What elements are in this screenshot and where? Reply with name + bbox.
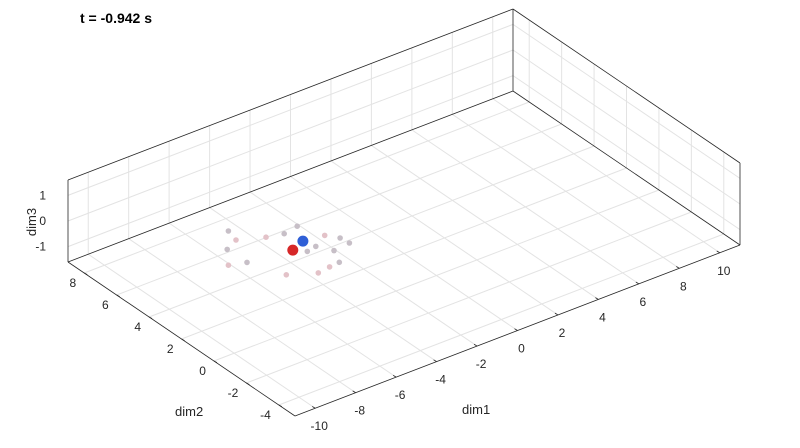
box-edge: [512, 90, 741, 246]
trail-point: [224, 246, 230, 253]
y-tick-label: -4: [260, 408, 271, 422]
chart-title: t = -0.942 s: [80, 10, 152, 26]
x-tick-label: 0: [518, 342, 525, 356]
x-tick-mark: [392, 374, 397, 378]
x-tick-mark: [514, 328, 518, 331]
x-tick-label: 4: [599, 310, 606, 324]
x-tick-mark: [312, 406, 316, 409]
x-tick-mark: [352, 390, 356, 394]
grid-line: [181, 167, 627, 340]
trail-point: [331, 247, 337, 254]
x-tick-mark: [554, 312, 559, 316]
axes-box: [67, 8, 741, 417]
x-tick-mark: [595, 297, 599, 300]
box-edge: [67, 8, 514, 181]
y-tick-mark: [213, 360, 218, 363]
y-tick-label: 0: [199, 364, 206, 378]
grid-line: [512, 23, 741, 179]
grid-line: [278, 233, 724, 406]
x-tick-mark: [433, 359, 437, 362]
y-tick-mark: [84, 272, 88, 275]
x-tick-label: 6: [640, 295, 647, 309]
grid-line: [116, 123, 562, 296]
trail-point: [337, 235, 343, 241]
trail-point: [326, 264, 333, 270]
data-points: [224, 223, 353, 278]
box-edge: [512, 8, 741, 164]
x-tick-label: 10: [717, 264, 731, 278]
x-tick-label: 2: [559, 326, 566, 340]
highlight-point: [287, 244, 299, 256]
grid-line: [67, 23, 514, 196]
trail-point: [225, 228, 232, 234]
z-tick-label: 0: [39, 214, 46, 228]
grid-line: [148, 145, 595, 318]
grid-lines: [67, 16, 741, 409]
y-tick-label: 6: [102, 298, 109, 312]
grid-line: [512, 49, 741, 205]
x-tick-mark: [716, 250, 720, 254]
grid-line: [213, 189, 660, 362]
x-tick-label: -4: [435, 373, 446, 387]
trail-point: [294, 223, 301, 229]
y-tick-mark: [181, 338, 185, 341]
x-tick-label: -6: [395, 388, 406, 402]
trail-point: [225, 262, 232, 269]
x-tick-mark: [676, 266, 680, 269]
trail-point: [315, 270, 322, 276]
y-tick-label: -2: [228, 386, 239, 400]
z-tick-label: -1: [35, 240, 46, 254]
x-tick-label: -2: [476, 357, 487, 371]
trail-point: [336, 259, 343, 266]
trail-point: [321, 232, 328, 239]
y-tick-mark: [148, 316, 153, 319]
grid-line: [246, 211, 692, 384]
z-tick-label: 1: [39, 188, 46, 202]
y-tick-mark: [278, 404, 282, 407]
trail-point: [281, 230, 288, 237]
trail-point: [263, 234, 269, 240]
grid-line: [512, 75, 741, 231]
grid-line: [84, 101, 530, 274]
z-axis-label: dim3: [24, 208, 39, 236]
x-axis-label: dim1: [462, 402, 490, 417]
trail-point: [233, 237, 239, 243]
x-tick-mark: [473, 343, 478, 347]
trail-point: [244, 259, 250, 266]
trail-point: [283, 272, 290, 278]
y-tick-label: 2: [167, 342, 174, 356]
y-tick-label: 4: [134, 320, 141, 334]
trail-point: [313, 243, 319, 250]
x-tick-label: -8: [354, 404, 365, 418]
highlight-point: [297, 235, 309, 247]
y-tick-mark: [116, 294, 120, 297]
x-tick-label: -10: [311, 419, 329, 433]
x-tick-mark: [635, 281, 640, 285]
y-tick-label: 8: [70, 276, 77, 290]
grid-line: [67, 49, 514, 222]
x-tick-label: 8: [680, 279, 687, 293]
y-tick-mark: [246, 382, 250, 385]
grid-line: [67, 75, 514, 248]
trail-point: [346, 240, 353, 246]
trail-point: [304, 248, 311, 255]
box-edge: [67, 90, 514, 263]
y-axis-label: dim2: [175, 404, 203, 419]
